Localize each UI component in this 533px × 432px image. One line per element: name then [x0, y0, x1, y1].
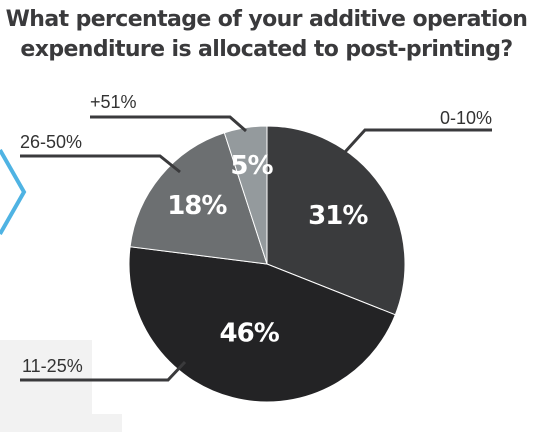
leader-line-11-25	[20, 360, 187, 382]
category-label-0-10: 0-10%	[440, 108, 492, 128]
chart-title-line-2: expenditure is allocated to post-printin…	[20, 37, 513, 62]
percentage-labels: 31% 46% 18%5%	[167, 151, 369, 349]
chart-title-line-1: What percentage of your additive operati…	[5, 7, 528, 32]
pie-slice-26-50	[129, 132, 268, 265]
leader-line-26-50	[20, 154, 181, 174]
pie-slice-11-25	[128, 246, 396, 403]
slice-percent-label-plus-51: 5%	[230, 151, 273, 181]
chart-title: What percentage of your additive operati…	[0, 5, 533, 65]
slice-percent-label-11-25: 46%	[220, 319, 280, 349]
category-label-26-50: 26-50%	[20, 132, 82, 152]
pie-slice-0-10	[266, 125, 406, 316]
category-label-plus-51: +51%	[90, 92, 137, 112]
pie-slice-plus-51	[223, 125, 268, 265]
leader-lines	[20, 115, 492, 382]
category-label-11-25: 11-25%	[22, 356, 83, 376]
category-labels: 0-10% 11-25% 26-50% +51%	[20, 92, 492, 376]
pie-slices	[128, 125, 406, 403]
slice-percent-label-0-10: 31%	[308, 201, 368, 231]
leader-line-plus-51	[90, 115, 247, 133]
background-block-small	[60, 414, 122, 432]
leader-line-0-10	[343, 128, 492, 154]
slice-percent-label-26-50: 18%	[167, 191, 227, 221]
accent-chevron-shape	[0, 149, 27, 235]
